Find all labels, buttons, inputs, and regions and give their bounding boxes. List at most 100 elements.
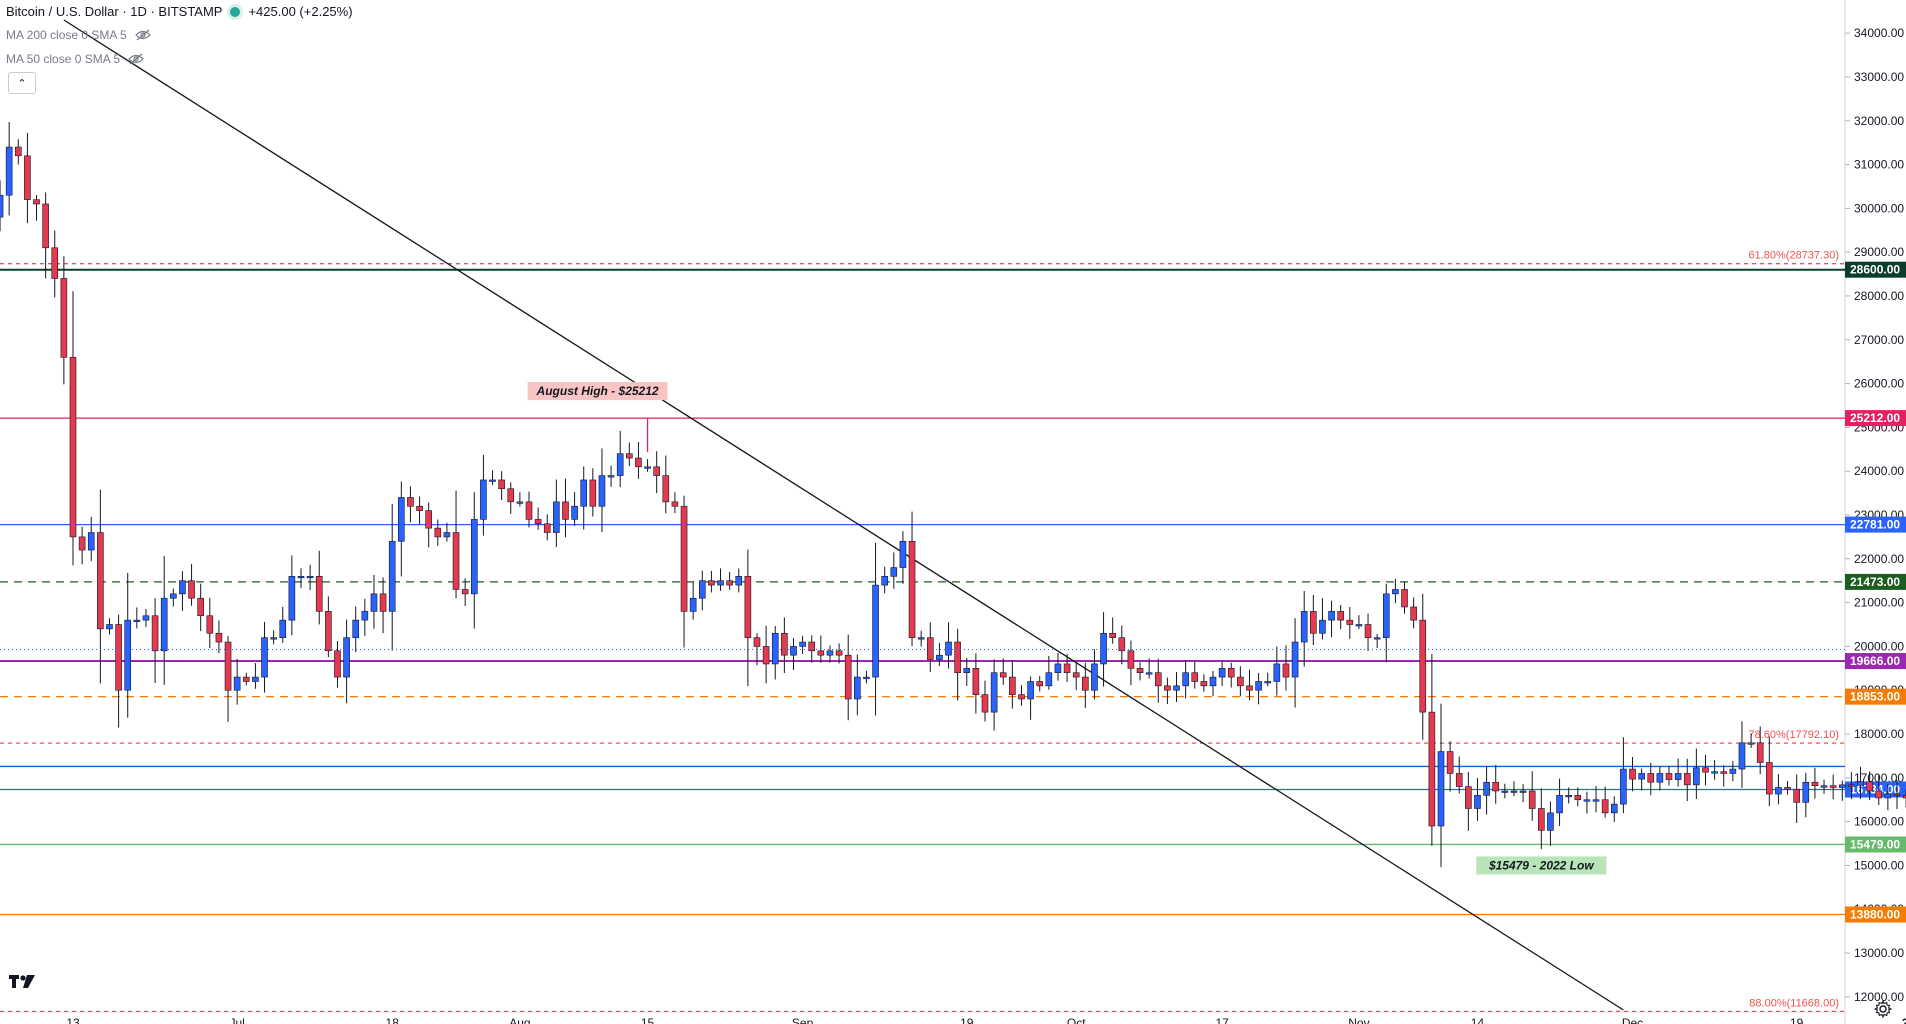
candle[interactable]: [1884, 793, 1892, 799]
trendline[interactable]: [63, 19, 1624, 1011]
candle[interactable]: [1756, 742, 1764, 763]
candle[interactable]: [1027, 681, 1034, 700]
candle[interactable]: [1638, 773, 1645, 780]
candle[interactable]: [106, 624, 113, 630]
candle[interactable]: [890, 567, 898, 577]
candle[interactable]: [398, 497, 405, 542]
candle[interactable]: [407, 497, 414, 507]
candle[interactable]: [1164, 685, 1171, 691]
candle[interactable]: [1319, 619, 1326, 634]
candle[interactable]: [124, 619, 132, 691]
symbol-title[interactable]: Bitcoin / U.S. Dollar · 1D · BITSTAMP: [6, 4, 223, 19]
candle[interactable]: [936, 654, 943, 660]
candle[interactable]: [553, 501, 560, 533]
candle[interactable]: [1054, 663, 1062, 673]
candle[interactable]: [151, 615, 159, 652]
candle[interactable]: [1291, 641, 1299, 678]
candle[interactable]: [626, 453, 633, 459]
candle[interactable]: [1547, 812, 1554, 831]
candle[interactable]: [899, 540, 907, 568]
candle[interactable]: [1592, 799, 1600, 802]
candle[interactable]: [69, 357, 77, 538]
candle[interactable]: [1519, 790, 1527, 793]
candle[interactable]: [826, 650, 834, 656]
candle[interactable]: [689, 597, 697, 612]
candle[interactable]: [179, 580, 186, 595]
candle[interactable]: [571, 505, 578, 520]
candle[interactable]: [954, 641, 961, 673]
candle[interactable]: [1893, 793, 1901, 796]
candle[interactable]: [534, 519, 542, 525]
candle[interactable]: [1693, 767, 1700, 786]
candle[interactable]: [653, 466, 660, 476]
candle[interactable]: [1182, 672, 1189, 687]
candle[interactable]: [726, 580, 733, 586]
candle[interactable]: [908, 540, 916, 638]
candle[interactable]: [1091, 663, 1098, 691]
candle[interactable]: [1738, 742, 1746, 770]
candle[interactable]: [288, 576, 296, 621]
candle[interactable]: [434, 527, 442, 538]
candle[interactable]: [762, 646, 770, 665]
candle[interactable]: [1446, 751, 1454, 774]
candle[interactable]: [1875, 790, 1883, 799]
candle[interactable]: [480, 479, 487, 520]
candle[interactable]: [443, 532, 451, 538]
eye-off-icon[interactable]: [128, 53, 144, 65]
candle[interactable]: [325, 611, 332, 652]
candle[interactable]: [1328, 611, 1335, 621]
candle[interactable]: [543, 523, 551, 533]
candle[interactable]: [790, 646, 797, 656]
candle[interactable]: [297, 576, 305, 579]
candle[interactable]: [1848, 784, 1855, 787]
candle[interactable]: [24, 155, 31, 200]
candle[interactable]: [753, 637, 761, 647]
candle[interactable]: [990, 672, 998, 713]
candle[interactable]: [1665, 773, 1673, 780]
candle[interactable]: [981, 694, 989, 713]
candle[interactable]: [1747, 742, 1755, 745]
candle[interactable]: [1401, 589, 1408, 608]
candle[interactable]: [33, 199, 40, 205]
candle[interactable]: [1419, 619, 1427, 713]
candle[interactable]: [215, 632, 223, 643]
candle[interactable]: [1045, 672, 1053, 687]
candle[interactable]: [1610, 803, 1618, 814]
candle[interactable]: [1556, 795, 1563, 814]
candle[interactable]: [498, 479, 505, 490]
candle[interactable]: [1337, 611, 1344, 621]
candle[interactable]: [799, 641, 806, 647]
candle[interactable]: [781, 632, 788, 656]
candle[interactable]: [917, 637, 925, 640]
candle[interactable]: [461, 589, 469, 595]
candle[interactable]: [1227, 668, 1235, 678]
candle[interactable]: [233, 676, 241, 691]
candle[interactable]: [1565, 795, 1572, 798]
candle[interactable]: [1483, 781, 1490, 796]
candle[interactable]: [87, 532, 95, 551]
candle[interactable]: [388, 540, 396, 612]
candle[interactable]: [644, 466, 651, 469]
candle[interactable]: [489, 479, 496, 482]
candle[interactable]: [963, 668, 971, 673]
candle[interactable]: [197, 597, 204, 617]
candle[interactable]: [416, 505, 423, 511]
candle[interactable]: [1410, 606, 1417, 621]
candle[interactable]: [78, 536, 86, 551]
candle[interactable]: [1100, 632, 1107, 665]
candle[interactable]: [1528, 790, 1536, 809]
candle[interactable]: [1118, 637, 1126, 652]
candle[interactable]: [808, 641, 816, 652]
candle[interactable]: [1109, 632, 1116, 638]
annotation-box[interactable]: [1476, 856, 1607, 875]
candle[interactable]: [160, 597, 168, 652]
candle[interactable]: [1018, 694, 1025, 700]
candle[interactable]: [1282, 663, 1290, 678]
candle[interactable]: [972, 668, 980, 695]
candle[interactable]: [1082, 676, 1089, 691]
candle[interactable]: [470, 519, 478, 595]
candle[interactable]: [607, 475, 615, 478]
candle[interactable]: [115, 624, 122, 691]
candle[interactable]: [1838, 784, 1846, 788]
